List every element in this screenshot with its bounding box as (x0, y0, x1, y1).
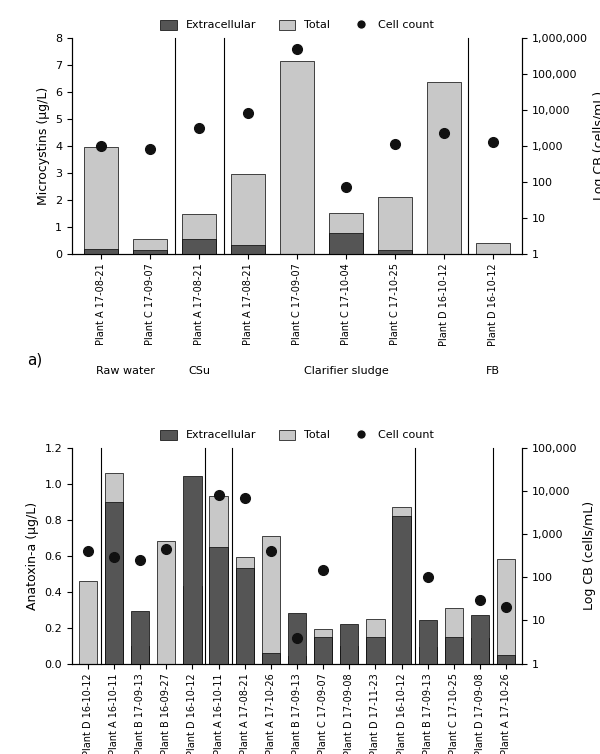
Bar (392, 516, 411, 664)
Bar (280, 60, 314, 253)
Bar (182, 239, 216, 253)
Bar (497, 654, 515, 664)
Bar (427, 82, 461, 253)
Bar (445, 636, 463, 664)
Bar (131, 645, 149, 664)
Bar (131, 611, 149, 664)
Bar (367, 618, 385, 664)
Bar (133, 250, 167, 253)
Text: FB: FB (485, 366, 500, 375)
Bar (236, 569, 254, 664)
Bar (367, 636, 385, 664)
Bar (183, 477, 202, 664)
Legend: Extracellular, Total, Cell count: Extracellular, Total, Cell count (156, 425, 438, 445)
Bar (133, 239, 167, 253)
Bar (262, 536, 280, 664)
Bar (314, 636, 332, 664)
Bar (231, 245, 265, 253)
Bar (329, 213, 363, 253)
Bar (105, 501, 123, 664)
Text: Raw water: Raw water (97, 366, 155, 375)
Bar (288, 656, 306, 664)
Bar (378, 250, 412, 253)
Bar (79, 581, 97, 664)
Bar (209, 547, 227, 664)
Bar (340, 645, 358, 664)
Y-axis label: Microcystins (µg/L): Microcystins (µg/L) (37, 87, 50, 205)
Bar (497, 559, 515, 664)
Bar (329, 233, 363, 253)
Legend: Extracellular, Total, Cell count: Extracellular, Total, Cell count (156, 15, 438, 35)
Bar (105, 473, 123, 664)
Bar (378, 197, 412, 253)
Bar (183, 586, 202, 664)
Bar (476, 243, 510, 253)
Bar (445, 608, 463, 664)
Text: Clarifier sludge: Clarifier sludge (304, 366, 388, 375)
Bar (236, 557, 254, 664)
Bar (340, 624, 358, 664)
Bar (471, 615, 489, 664)
Bar (231, 174, 265, 253)
Bar (84, 249, 118, 253)
Y-axis label: Log CB (cells/mL): Log CB (cells/mL) (593, 91, 600, 200)
Bar (419, 648, 437, 664)
Bar (314, 630, 332, 664)
Bar (419, 621, 437, 664)
Bar (209, 496, 227, 664)
Text: CSu: CSu (188, 366, 210, 375)
Text: a): a) (27, 353, 42, 368)
Bar (471, 639, 489, 664)
Bar (262, 653, 280, 664)
Bar (182, 214, 216, 253)
Bar (84, 147, 118, 253)
Bar (288, 613, 306, 664)
Bar (157, 541, 175, 664)
Y-axis label: Anatoxin-a (µg/L): Anatoxin-a (µg/L) (26, 501, 39, 610)
Bar (392, 507, 411, 664)
Y-axis label: Log CB (cells/mL): Log CB (cells/mL) (583, 501, 596, 610)
